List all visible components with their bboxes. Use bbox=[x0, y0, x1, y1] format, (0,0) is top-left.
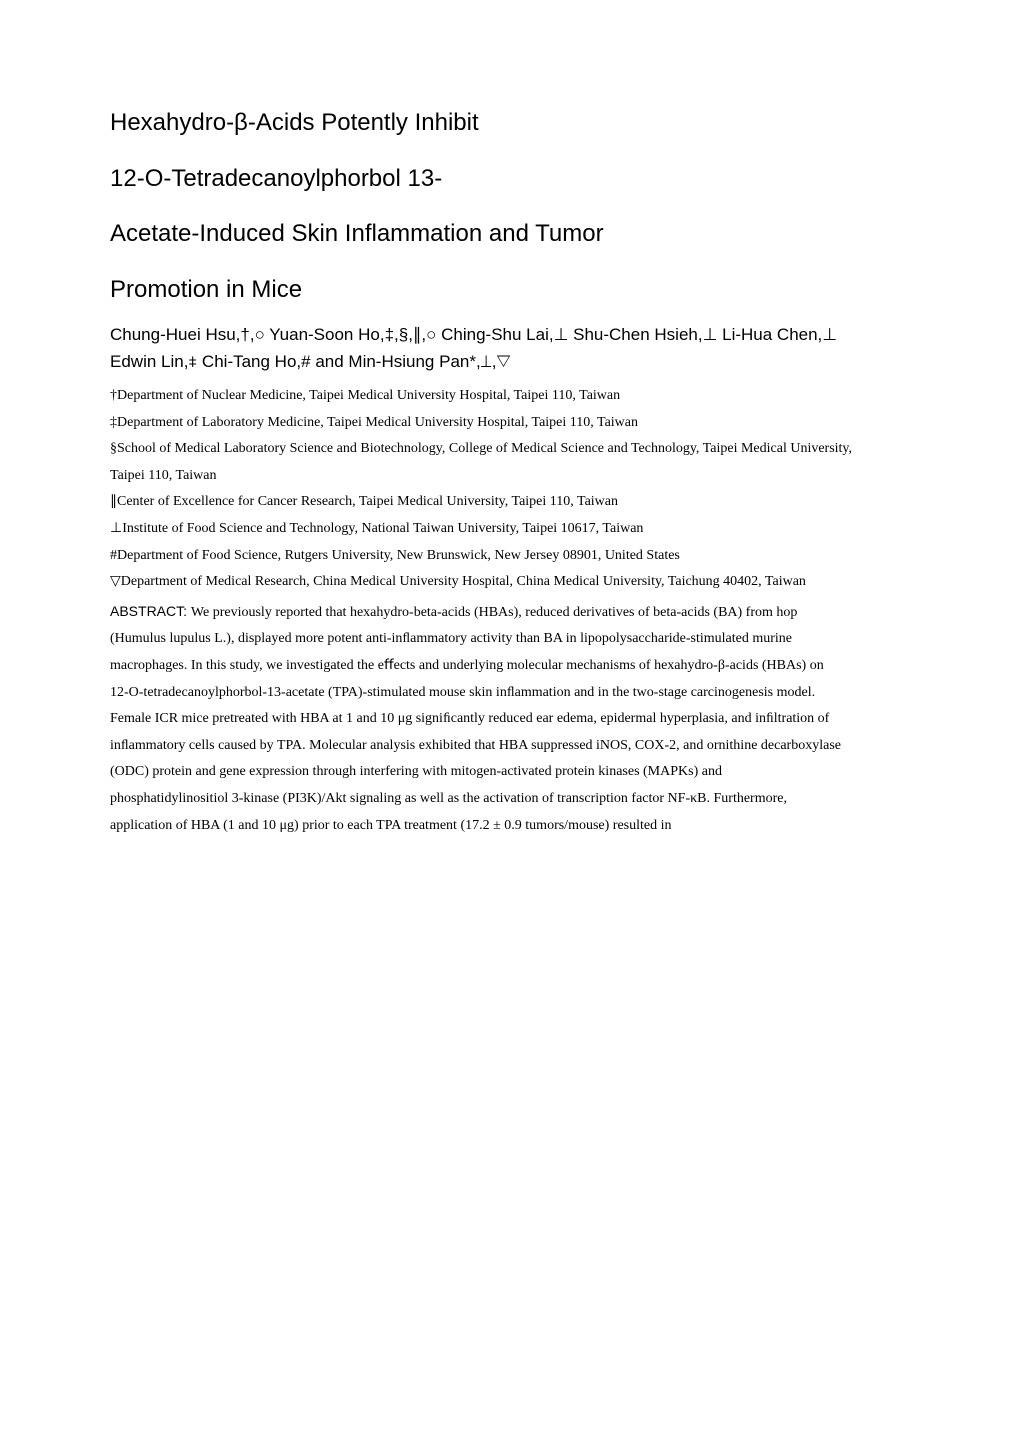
title-line-2: 12‑O‑Tetradecanoylphorbol 13- bbox=[110, 156, 910, 202]
abstract-text: We previously reported that hexahydro-be… bbox=[191, 605, 798, 620]
title-line-1: Hexahydro-β-Acids Potently Inhibit bbox=[110, 100, 910, 146]
abstract-label: ABSTRACT: bbox=[110, 603, 191, 619]
title-line-4: Promotion in Mice bbox=[110, 267, 910, 313]
author-list: Chung-Huei Hsu,†,○ Yuan-Soon Ho,‡,§,∥,○ … bbox=[110, 322, 910, 375]
abstract-line: ABSTRACT: We previously reported that he… bbox=[110, 598, 910, 627]
affiliation: ‡Department of Laboratory Medicine, Taip… bbox=[110, 410, 910, 437]
abstract-line: (Humulus lupulus L.), displayed more pot… bbox=[110, 626, 910, 653]
abstract-line: Female ICR mice pretreated with HBA at 1… bbox=[110, 706, 910, 733]
affiliation: #Department of Food Science, Rutgers Uni… bbox=[110, 543, 910, 570]
affiliation: ⊥Institute of Food Science and Technolog… bbox=[110, 516, 910, 543]
abstract-line: 12-O-tetradecanoylphorbol-13-acetate (TP… bbox=[110, 680, 910, 707]
abstract-line: inﬂammatory cells caused by TPA. Molecul… bbox=[110, 733, 910, 760]
affiliations-block: †Department of Nuclear Medicine, Taipei … bbox=[110, 383, 910, 596]
affiliation: §School of Medical Laboratory Science an… bbox=[110, 436, 910, 463]
authors-line-1: Chung-Huei Hsu,†,○ Yuan-Soon Ho,‡,§,∥,○ … bbox=[110, 322, 910, 348]
affiliation: †Department of Nuclear Medicine, Taipei … bbox=[110, 383, 910, 410]
abstract-line: macrophages. In this study, we investiga… bbox=[110, 653, 910, 680]
abstract-line: application of HBA (1 and 10 μg) prior t… bbox=[110, 813, 910, 840]
affiliation: Taipei 110, Taiwan bbox=[110, 463, 910, 490]
affiliation: ∥Center of Excellence for Cancer Researc… bbox=[110, 489, 910, 516]
abstract-line: (ODC) protein and gene expression throug… bbox=[110, 759, 910, 786]
authors-line-2: Edwin Lin,⧧ Chi-Tang Ho,# and Min-Hsiung… bbox=[110, 349, 910, 375]
paper-title: Hexahydro-β-Acids Potently Inhibit 12‑O‑… bbox=[110, 100, 910, 312]
abstract-line: phosphatidylinositiol 3-kinase (PI3K)/Ak… bbox=[110, 786, 910, 813]
title-line-3: Acetate-Induced Skin Inﬂammation and Tum… bbox=[110, 211, 910, 257]
affiliation: ▽Department of Medical Research, China M… bbox=[110, 569, 910, 596]
abstract-block: ABSTRACT: We previously reported that he… bbox=[110, 598, 910, 839]
